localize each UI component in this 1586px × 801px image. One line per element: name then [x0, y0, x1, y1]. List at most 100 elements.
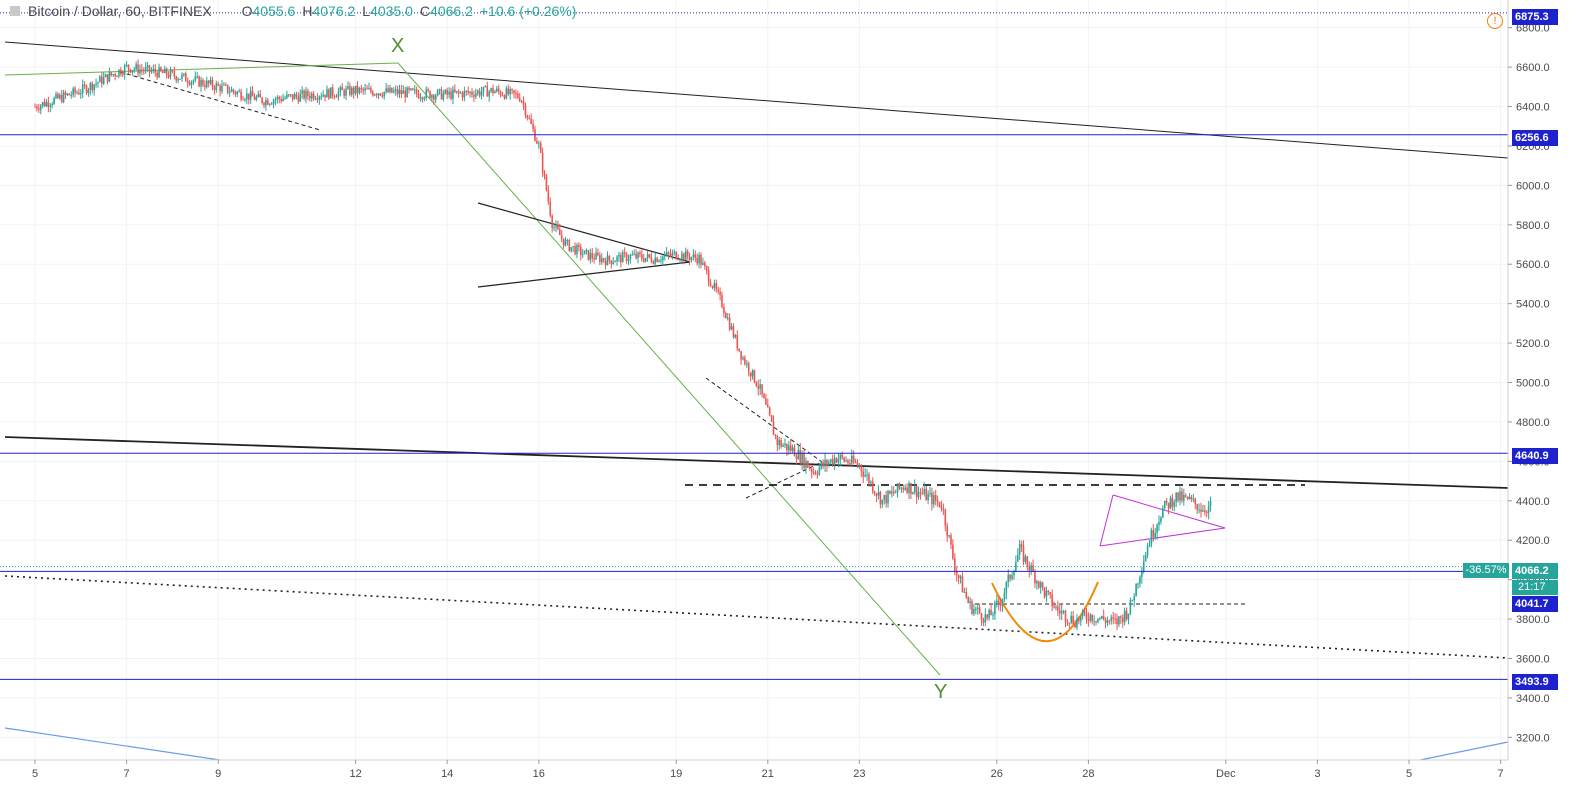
candle-body — [288, 94, 290, 96]
candle-body — [259, 93, 261, 98]
bars-icon[interactable] — [10, 6, 20, 16]
candle-body — [1097, 618, 1099, 623]
candle-body — [223, 84, 225, 86]
candle-body — [562, 238, 565, 246]
candle-body — [102, 77, 105, 84]
candle-body — [871, 481, 874, 492]
candle-body — [999, 603, 1002, 606]
candle-body — [589, 252, 592, 260]
candle-body — [121, 74, 124, 76]
candle-body — [511, 89, 513, 91]
candle-body — [396, 89, 399, 95]
change-value: +10.6 (+0.26%) — [479, 3, 577, 19]
candle-body — [471, 91, 473, 95]
candle-body — [669, 254, 672, 256]
candle-body — [1146, 546, 1149, 556]
candle-body — [1150, 530, 1153, 545]
candle-body — [1070, 615, 1073, 623]
candle-body — [236, 91, 239, 95]
candle-body — [1144, 555, 1147, 562]
candle-body — [856, 462, 859, 466]
close-label: C — [419, 3, 431, 19]
candle-body — [541, 152, 544, 173]
candle-body — [387, 88, 389, 93]
candle-body — [118, 69, 120, 77]
candle-body — [828, 462, 830, 466]
candle-body — [572, 246, 574, 248]
candle-body — [671, 252, 674, 256]
candle-body — [898, 483, 901, 489]
candle-body — [261, 97, 263, 103]
candle-body — [80, 93, 82, 95]
candle-body — [499, 91, 502, 96]
candle-body — [1175, 492, 1177, 502]
candle-body — [986, 614, 989, 618]
time-axis[interactable]: 5 7 9 12 14 16 19 21 23 26 28 Dec 3 5 7 — [0, 759, 1508, 780]
candle-body — [555, 224, 557, 228]
candle-body — [244, 99, 246, 101]
candle-body — [179, 78, 181, 80]
candle-body — [839, 454, 842, 460]
candle-body — [81, 84, 84, 94]
candle-body — [1200, 509, 1202, 512]
candle-body — [558, 229, 561, 236]
candle-body — [618, 254, 620, 257]
alert-icon[interactable]: ! — [1487, 13, 1503, 29]
candle-body — [131, 70, 134, 73]
candle-body — [402, 90, 405, 94]
candle-body — [469, 91, 471, 93]
candle-body — [910, 483, 912, 494]
candle-body — [648, 254, 651, 258]
candle-body — [656, 257, 658, 262]
candle-body — [969, 601, 971, 603]
candle-body — [1194, 498, 1197, 505]
candle-body — [1116, 618, 1118, 625]
candle-body — [847, 460, 849, 464]
candle-body — [686, 251, 689, 257]
symbol-title[interactable]: Bitcoin / Dollar, 60, BITFINEX — [28, 3, 212, 19]
candle-body — [822, 462, 824, 467]
time-tick-label: 21 — [762, 768, 774, 780]
candle-body — [419, 97, 422, 99]
candle-body — [249, 91, 252, 100]
candle-body — [436, 90, 439, 96]
candle-body — [925, 488, 927, 501]
candle-body — [683, 253, 685, 260]
candle-body — [171, 70, 174, 72]
candle-body — [318, 96, 321, 100]
candle-body — [665, 252, 668, 256]
price-tick-label: 6600.0 — [1516, 62, 1550, 74]
candle-body — [337, 91, 340, 97]
candle-body — [950, 535, 952, 545]
candle-body — [448, 91, 450, 95]
candle-body — [1121, 617, 1124, 623]
candle-body — [923, 488, 926, 494]
candle-body — [383, 91, 386, 97]
open-value: 4055.6 — [252, 3, 296, 19]
candle-body — [1177, 492, 1179, 501]
candle-body — [934, 495, 937, 501]
candle-body — [702, 262, 704, 265]
candle-body — [677, 259, 679, 261]
candle-body — [576, 244, 578, 255]
candle-body — [59, 94, 61, 99]
candle-body — [173, 71, 176, 77]
low-value: 4035.0 — [370, 3, 413, 19]
candle-body — [282, 98, 284, 102]
time-tick-label: 28 — [1082, 768, 1094, 780]
price-tick-label: 3400.0 — [1516, 693, 1550, 705]
candle-body — [366, 88, 368, 90]
candle-body — [257, 93, 260, 97]
candle-body — [597, 252, 599, 256]
candle-body — [955, 571, 958, 575]
candle-body — [276, 96, 279, 100]
candle-body — [852, 455, 855, 463]
candle-body — [221, 85, 223, 92]
symbol-header: Bitcoin / Dollar, 60, BITFINEX O 4055.6 H… — [0, 0, 579, 22]
candle-body — [900, 487, 903, 489]
candle-body — [1133, 596, 1135, 601]
candle-body — [629, 254, 632, 260]
candle-body — [944, 509, 947, 526]
candle-body — [913, 486, 916, 493]
